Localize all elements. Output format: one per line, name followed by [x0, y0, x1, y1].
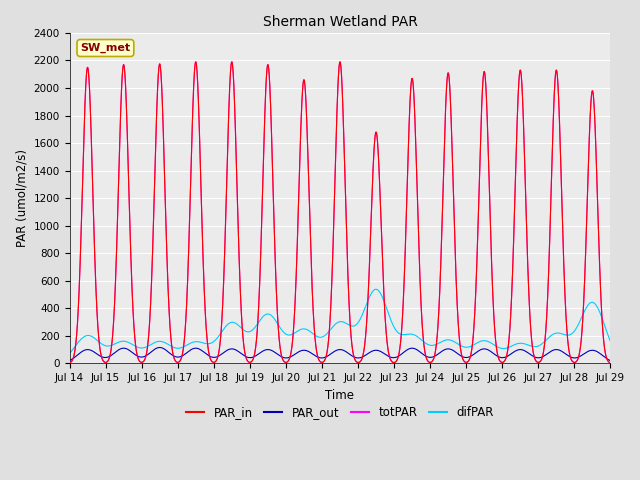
PAR_in — [607, 360, 614, 366]
PAR_in — [461, 359, 469, 365]
PAR_out — [163, 348, 171, 354]
PAR_in — [192, 59, 200, 65]
PAR_out — [461, 355, 469, 360]
difPAR — [492, 343, 500, 349]
difPAR — [461, 344, 469, 350]
totPAR — [461, 359, 469, 365]
totPAR — [431, 349, 439, 355]
PAR_out — [492, 352, 500, 358]
Text: SW_met: SW_met — [81, 43, 131, 53]
difPAR — [320, 334, 328, 339]
Line: difPAR: difPAR — [70, 289, 611, 353]
Y-axis label: PAR (umol/m2/s): PAR (umol/m2/s) — [15, 149, 28, 247]
PAR_out — [320, 355, 328, 360]
PAR_out — [431, 353, 439, 359]
totPAR — [492, 340, 500, 346]
PAR_in — [320, 359, 328, 364]
Title: Sherman Wetland PAR: Sherman Wetland PAR — [262, 15, 417, 29]
PAR_in — [431, 349, 439, 355]
Line: PAR_out: PAR_out — [70, 348, 611, 361]
PAR_out — [607, 358, 614, 364]
difPAR — [66, 350, 74, 356]
totPAR — [163, 247, 170, 253]
Line: totPAR: totPAR — [70, 62, 611, 363]
totPAR — [606, 360, 614, 366]
PAR_in — [163, 247, 170, 253]
difPAR — [372, 287, 380, 292]
X-axis label: Time: Time — [326, 389, 355, 402]
PAR_in — [606, 360, 614, 366]
difPAR — [431, 342, 439, 348]
difPAR — [163, 341, 170, 347]
totPAR — [320, 359, 328, 364]
Legend: PAR_in, PAR_out, totPAR, difPAR: PAR_in, PAR_out, totPAR, difPAR — [182, 401, 499, 423]
PAR_in — [492, 340, 500, 346]
PAR_in — [66, 360, 74, 366]
PAR_out — [156, 345, 164, 350]
PAR_out — [606, 358, 614, 363]
totPAR — [192, 59, 200, 65]
PAR_out — [66, 358, 74, 363]
difPAR — [607, 339, 614, 345]
difPAR — [606, 337, 614, 343]
totPAR — [66, 360, 74, 366]
totPAR — [607, 360, 614, 366]
Line: PAR_in: PAR_in — [70, 62, 611, 363]
